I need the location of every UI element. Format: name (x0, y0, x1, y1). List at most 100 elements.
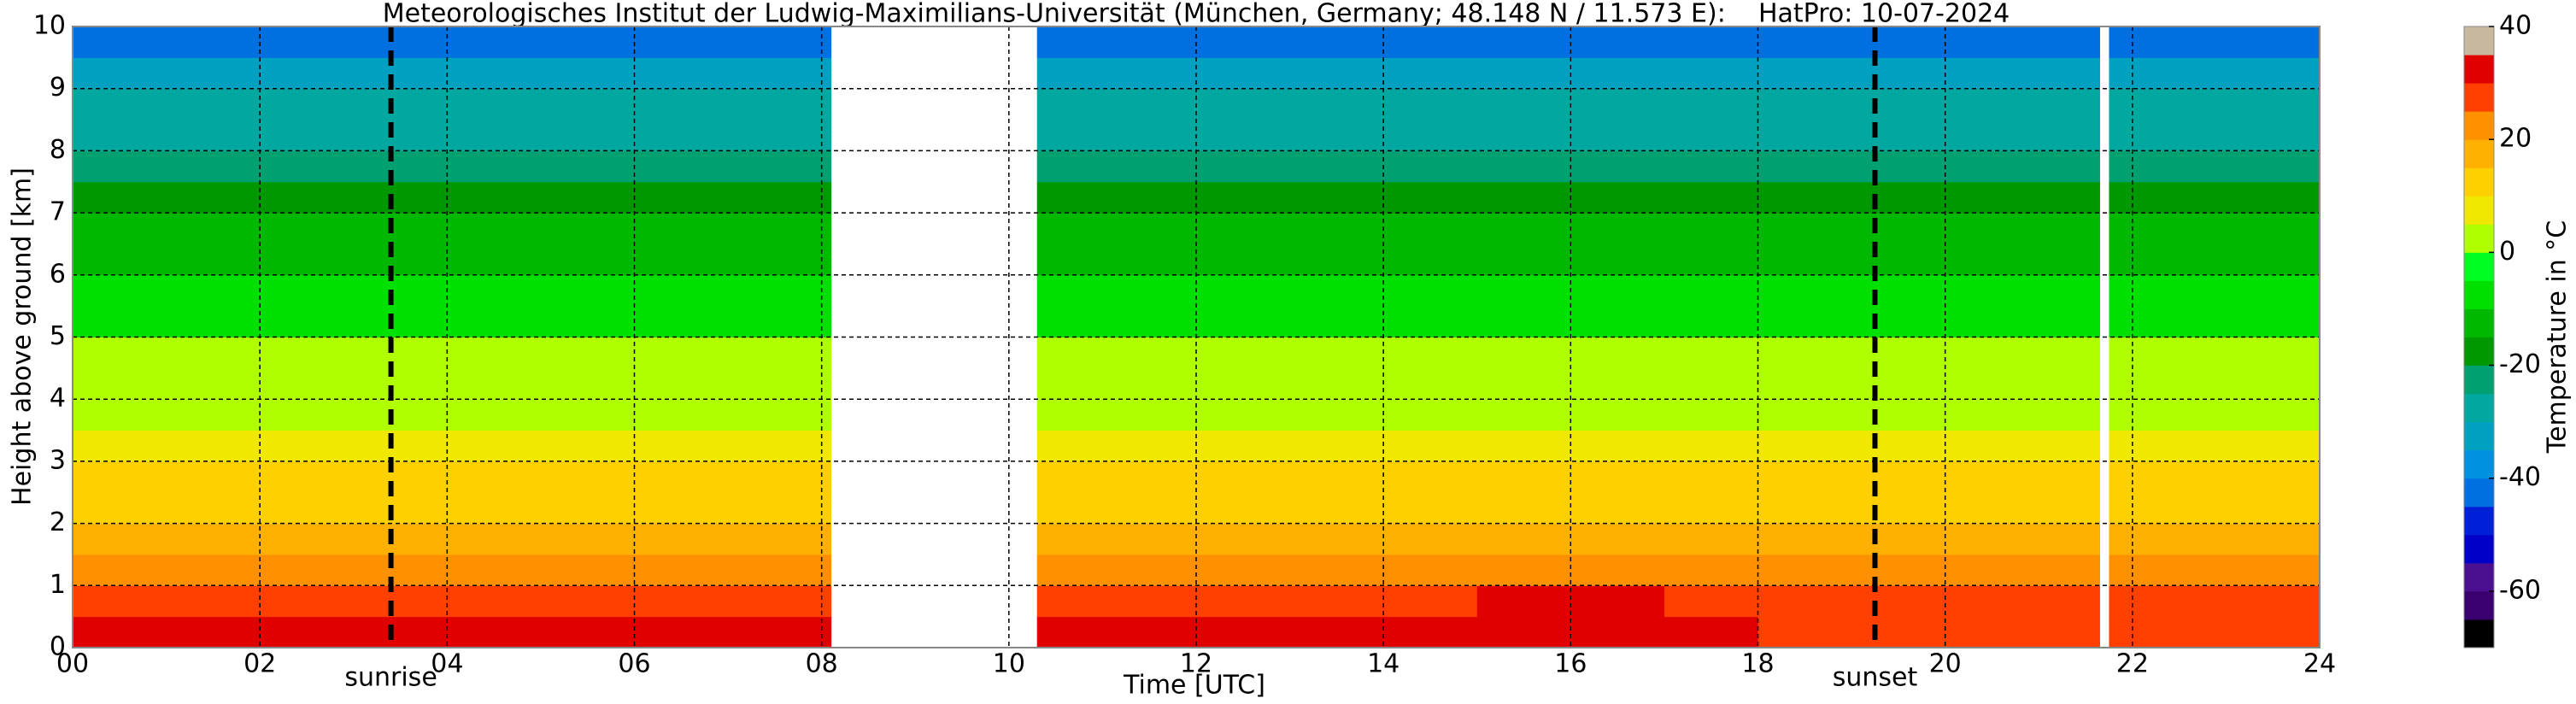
heat-cell (634, 274, 832, 337)
heat-cell (260, 181, 448, 214)
heat-cell (1196, 430, 1384, 462)
heat-cell (2109, 213, 2321, 276)
heat-cell (634, 399, 832, 431)
heat-cell (73, 585, 261, 618)
heat-cell (260, 213, 448, 276)
heat-cell (1036, 274, 1197, 337)
heat-cell (447, 430, 635, 462)
heat-cell (73, 461, 261, 493)
y-axis-label: Height above ground [km] (8, 167, 38, 506)
heat-cell (260, 616, 448, 648)
colorbar-segment (2464, 196, 2494, 225)
colorbar-segment (2464, 55, 2494, 84)
heat-cell (1196, 492, 1384, 525)
heat-cell (1664, 461, 1758, 493)
heat-cell (1757, 461, 1946, 493)
heat-cell (2109, 616, 2321, 648)
colorbar-segment (2464, 224, 2494, 253)
y-tick-label: 4 (50, 384, 66, 414)
heat-cell (1196, 554, 1384, 586)
heat-cell (1664, 616, 1758, 648)
y-tick-label: 10 (33, 11, 66, 41)
heat-cell (1757, 88, 1946, 151)
heat-cell (1664, 213, 1758, 276)
heat-cell (1196, 337, 1384, 400)
heat-cell (1036, 213, 1197, 276)
heat-cell (1945, 274, 2100, 337)
heat-cell (2109, 430, 2321, 462)
heat-cell (2109, 554, 2321, 586)
colorbar-segment (2464, 534, 2494, 564)
heat-cell (634, 616, 832, 648)
y-tick-label: 8 (50, 135, 66, 165)
heat-cell (2109, 88, 2321, 151)
heat-cell (1664, 337, 1758, 400)
heat-cell (73, 399, 261, 431)
heat-cell (73, 88, 261, 151)
heat-cell (447, 181, 635, 214)
heat-cell (1945, 430, 2100, 462)
y-tick-label: 5 (50, 321, 66, 351)
heat-cell (260, 337, 448, 400)
colorbar-segment (2464, 421, 2494, 451)
heat-cell (634, 492, 832, 525)
heat-cell (1945, 616, 2100, 648)
heat-cell (1383, 492, 1478, 525)
heat-cell (447, 585, 635, 618)
heat-cell (1945, 150, 2100, 183)
heat-cell (1945, 585, 2100, 618)
heat-cell (73, 274, 261, 337)
heat-cell (1757, 585, 1946, 618)
x-tick-label: 18 (1741, 649, 1774, 679)
heat-cell (1757, 213, 1946, 276)
heat-cell (1664, 26, 1758, 58)
heat-cell (1757, 274, 1946, 337)
colorbar-segment (2464, 167, 2494, 197)
heat-cell (1196, 274, 1384, 337)
heat-cell (1383, 430, 1478, 462)
colorbar-segment (2464, 590, 2494, 620)
x-tick-label: 08 (806, 649, 838, 679)
y-tick-label: 3 (50, 445, 66, 475)
colorbar-segment (2464, 252, 2494, 281)
colorbar-segment (2464, 83, 2494, 112)
heat-cell (447, 399, 635, 431)
plot-frame (72, 26, 2321, 648)
heat-cell (1036, 523, 1197, 555)
heat-cell (1383, 523, 1478, 555)
heat-cell (1945, 337, 2100, 400)
heat-cell (1196, 523, 1384, 555)
heat-cell (1196, 88, 1384, 151)
heat-cell (1383, 585, 1478, 618)
heat-cell (1196, 461, 1384, 493)
colorbar-tick-label: -40 (2499, 462, 2541, 492)
heat-cell (1664, 399, 1758, 431)
heat-cell (73, 616, 261, 648)
heat-cell (1945, 88, 2100, 151)
heat-cell (73, 213, 261, 276)
chart-title: Meteorologisches Institut der Ludwig-Max… (383, 0, 2010, 29)
heat-cell (2109, 181, 2321, 214)
x-tick-label: 24 (2303, 649, 2336, 679)
heat-cell (260, 523, 448, 555)
heat-cell (1383, 57, 1478, 90)
heat-cell (260, 150, 448, 183)
heat-cell (1664, 88, 1758, 151)
heat-cell (1383, 554, 1478, 586)
heat-cell (634, 461, 832, 493)
heat-cell (447, 150, 635, 183)
annotation: sunrise (344, 663, 437, 693)
colorbar-tick-label: 20 (2499, 124, 2532, 154)
x-tick-label: 20 (1929, 649, 1962, 679)
colorbar-segment (2464, 280, 2494, 309)
heat-cell (73, 554, 261, 586)
heat-cell (447, 88, 635, 151)
heat-cell (1383, 213, 1478, 276)
x-axis-label: Time [UTC] (1123, 671, 1265, 701)
heat-cell (1383, 150, 1478, 183)
heat-cell (73, 150, 261, 183)
colorbar-tick-label: -20 (2499, 349, 2541, 379)
heat-cell (1196, 585, 1384, 618)
heat-cell (1757, 337, 1946, 400)
